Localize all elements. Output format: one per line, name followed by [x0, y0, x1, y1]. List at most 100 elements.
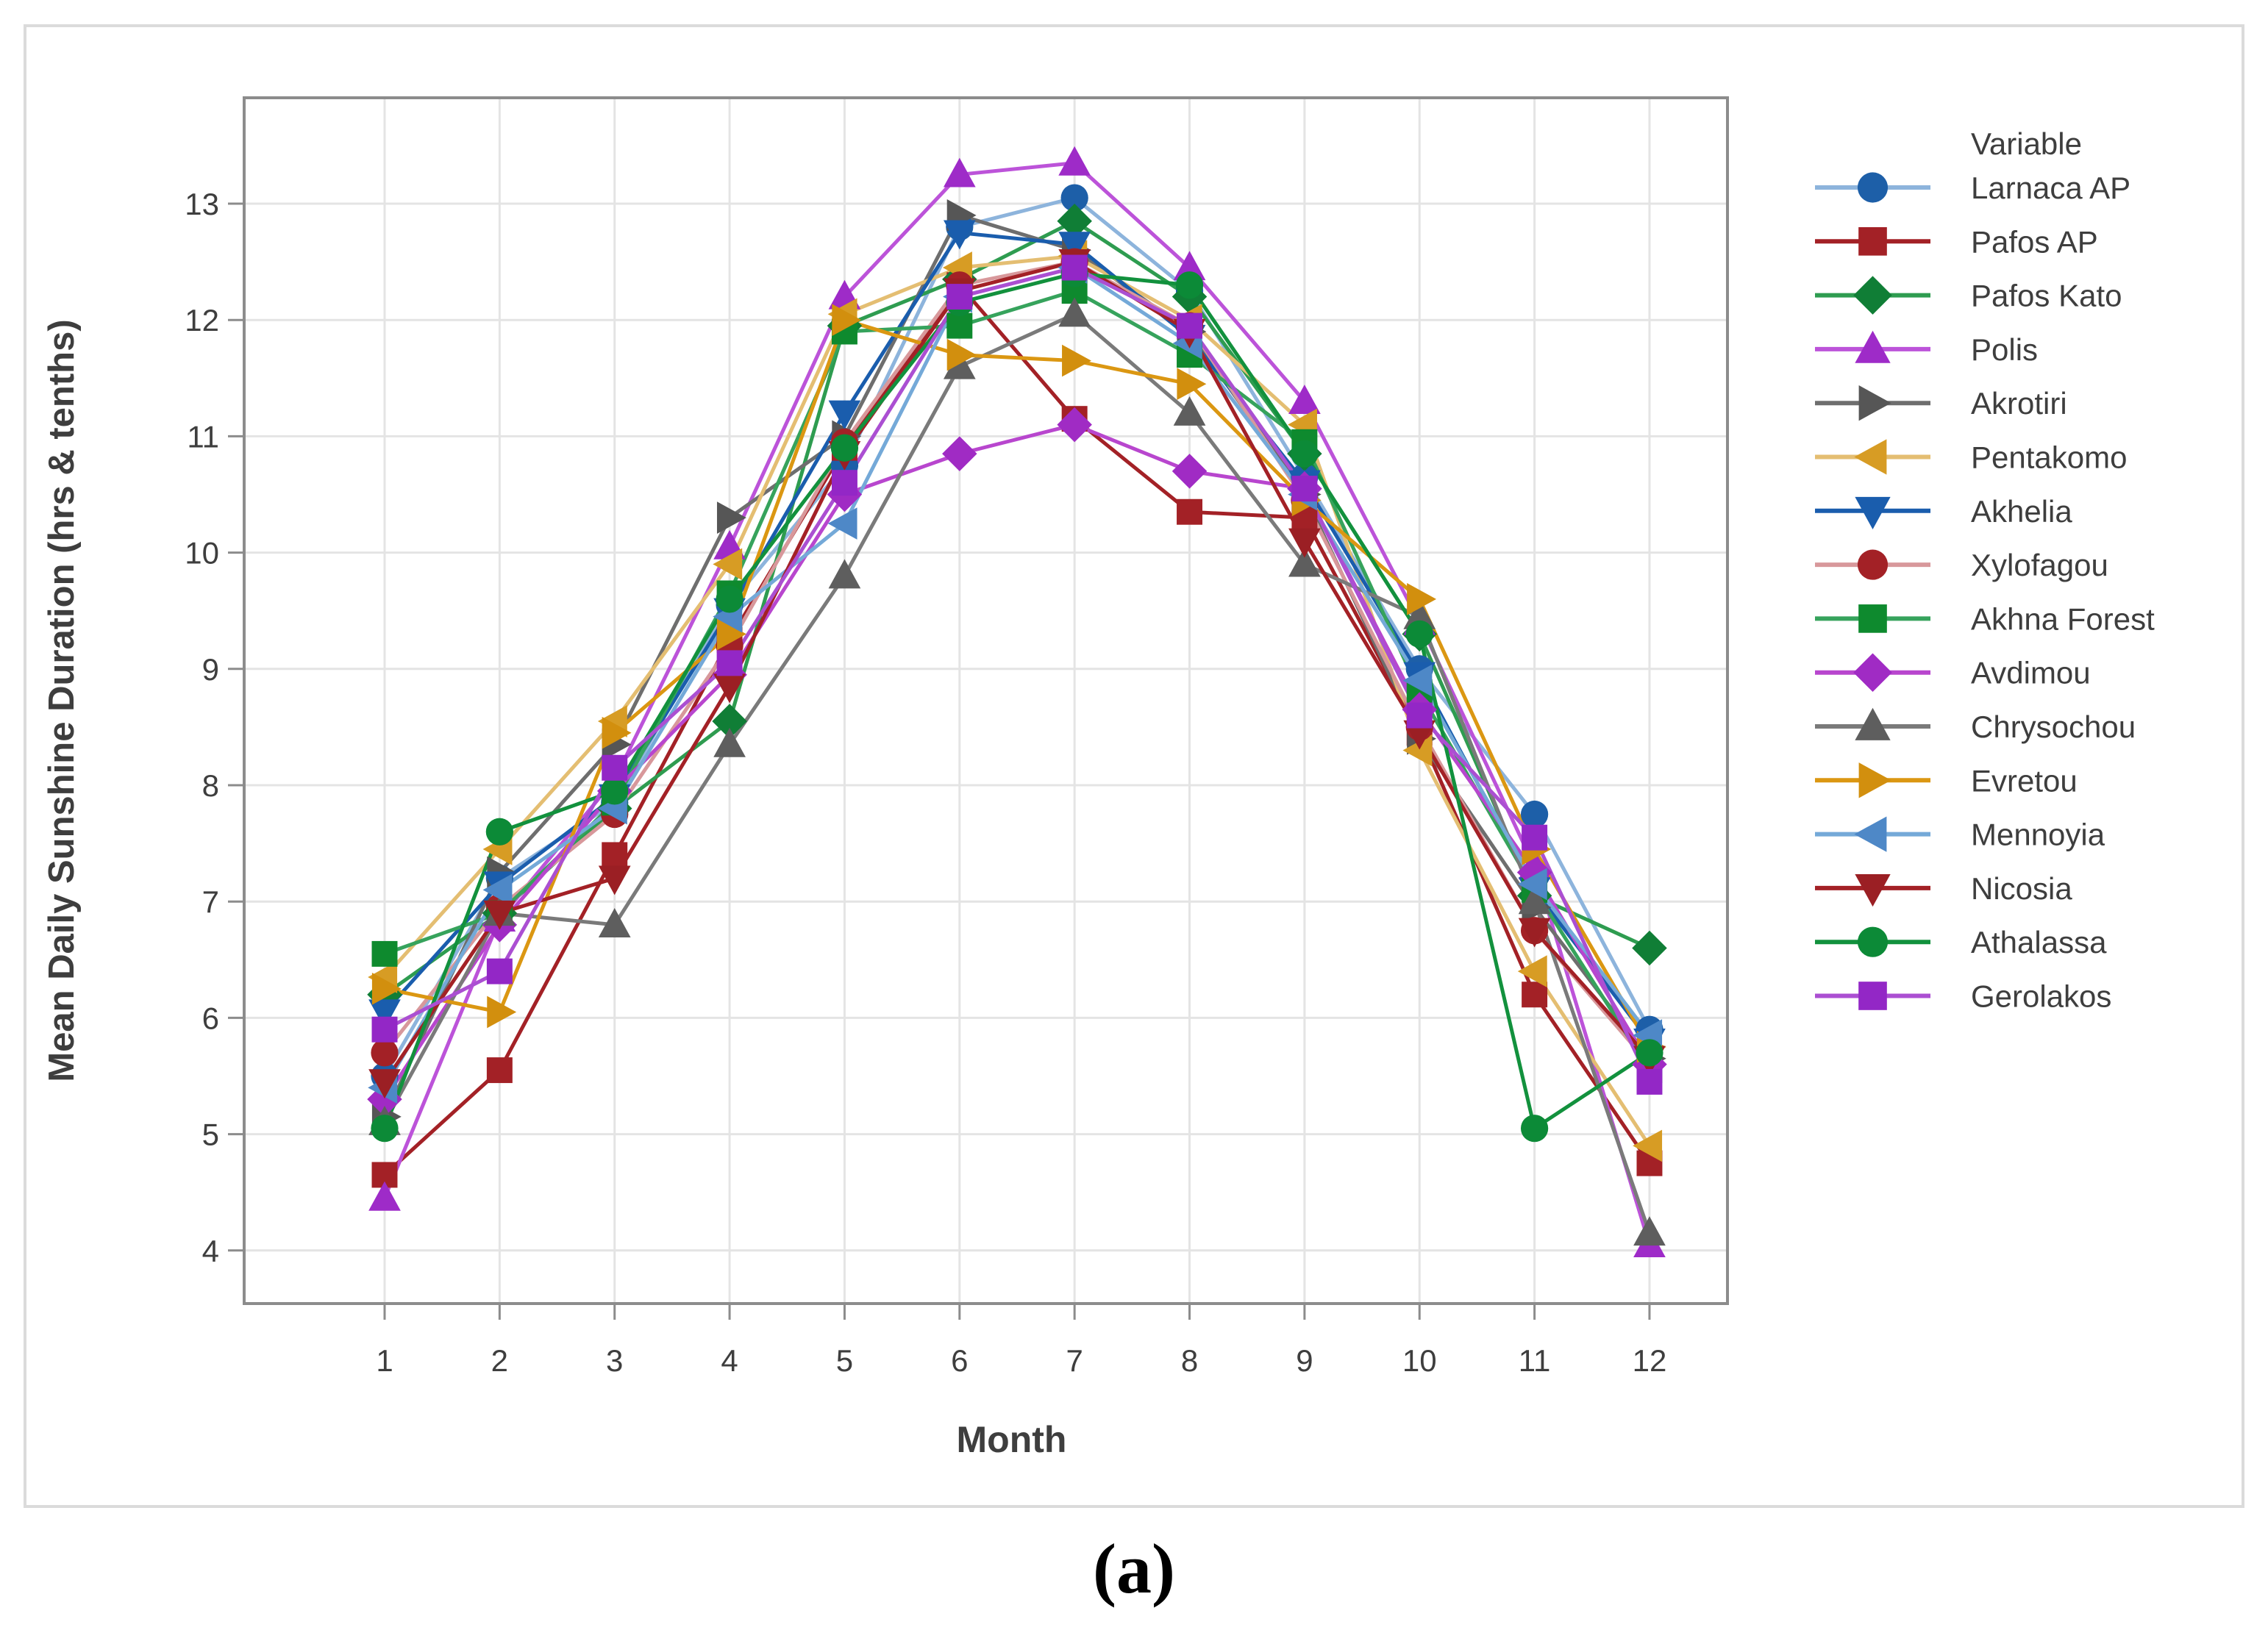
- data-point-gerolakos: [1636, 1068, 1663, 1095]
- data-point-polis: [1173, 251, 1206, 281]
- legend-label-evretou: Evretou: [1971, 763, 2078, 798]
- data-point-evretou: [1407, 583, 1437, 615]
- series-line-pafos-ap: [383, 283, 1652, 1176]
- legend-label-gerolakos: Gerolakos: [1971, 979, 2111, 1014]
- data-point-nicosia: [1288, 528, 1321, 558]
- triangle-left-icon: [1854, 439, 1887, 475]
- data-point-pentakomo: [1517, 955, 1547, 987]
- triangle-up-icon: [1855, 330, 1891, 363]
- y-tick-label: 6: [202, 1001, 219, 1035]
- data-point-pafos-kato: [712, 704, 747, 739]
- data-point-gerolakos: [716, 650, 743, 676]
- data-point-chrysochou: [1403, 599, 1436, 629]
- y-tick-label: 11: [187, 419, 219, 454]
- series-line-mennoyia: [382, 265, 1651, 1089]
- data-point-pafos-kato: [1057, 203, 1092, 239]
- data-point-mennoyia: [1402, 664, 1433, 697]
- circle-icon: [1857, 926, 1889, 957]
- data-point-akhna-forest: [371, 940, 398, 967]
- data-point-polis: [1288, 385, 1321, 415]
- data-point-pafos-ap: [602, 842, 628, 868]
- series-line-nicosia: [382, 260, 1651, 1083]
- data-point-akhelia: [1058, 232, 1091, 262]
- triangle-left-icon: [1854, 816, 1887, 852]
- data-point-avdimou: [942, 436, 977, 471]
- legend-label-akhna-forest: Akhna Forest: [1971, 601, 2155, 636]
- data-point-nicosia: [598, 865, 631, 896]
- x-axis-title: Month: [957, 1419, 1067, 1460]
- data-point-evretou: [487, 995, 517, 1029]
- y-tick-label: 7: [202, 884, 219, 919]
- y-axis-title: Mean Daily Sunshine Duration (hrs & tent…: [42, 319, 82, 1082]
- data-point-chrysochou: [1058, 297, 1091, 327]
- data-point-pentakomo: [713, 548, 743, 581]
- series-line-polis: [382, 161, 1652, 1245]
- data-point-pentakomo: [1402, 734, 1433, 767]
- data-point-akrotiri: [716, 501, 746, 534]
- data-point-larnaca-ap: [1060, 184, 1088, 212]
- x-tick-label: 6: [951, 1343, 968, 1378]
- data-point-chrysochou: [1633, 1216, 1666, 1246]
- legend-label-akrotiri: Akrotiri: [1971, 386, 2067, 421]
- data-point-evretou: [716, 618, 746, 651]
- x-tick-label: 11: [1519, 1343, 1551, 1378]
- data-point-evretou: [832, 304, 862, 337]
- circle-icon: [1857, 549, 1889, 580]
- square-icon: [1858, 604, 1887, 633]
- data-point-akhna-forest: [946, 312, 973, 339]
- legend-label-pentakomo: Pentakomo: [1971, 440, 2127, 475]
- legend-label-pafos-kato: Pafos Kato: [1971, 279, 2122, 313]
- y-tick-label: 13: [185, 187, 219, 221]
- data-point-athalassa: [1405, 620, 1433, 648]
- data-point-akhelia: [828, 400, 861, 430]
- data-point-nicosia: [368, 1069, 401, 1099]
- data-point-athalassa: [485, 818, 513, 846]
- series-line-athalassa: [382, 271, 1651, 1131]
- series-line-xylofagou: [383, 260, 1651, 1066]
- data-point-mennoyia: [482, 873, 513, 907]
- series-line-chrysochou: [382, 312, 1652, 1234]
- y-tick-label: 9: [202, 652, 219, 687]
- data-point-pafos-ap: [1522, 982, 1548, 1008]
- diamond-icon: [1853, 653, 1892, 692]
- triangle-right-icon: [1858, 385, 1891, 421]
- data-point-pentakomo: [1633, 1129, 1663, 1162]
- data-point-mennoyia: [827, 507, 857, 540]
- y-tick-label: 12: [185, 303, 219, 337]
- x-tick-label: 2: [491, 1343, 508, 1378]
- data-point-gerolakos: [946, 284, 973, 310]
- data-point-athalassa: [601, 777, 629, 805]
- figure-caption: (a): [1093, 1529, 1175, 1608]
- data-point-gerolakos: [1291, 476, 1318, 502]
- data-point-polis: [943, 157, 976, 187]
- y-tick-label: 5: [202, 1118, 219, 1152]
- data-point-chrysochou: [598, 908, 631, 937]
- diamond-icon: [1853, 276, 1892, 315]
- data-point-mennoyia: [1517, 868, 1547, 901]
- data-point-polis: [368, 1181, 401, 1211]
- data-point-gerolakos: [602, 754, 628, 781]
- data-point-chrysochou: [1518, 884, 1551, 915]
- data-point-chrysochou: [828, 559, 861, 589]
- x-tick-label: 7: [1066, 1343, 1083, 1378]
- x-tick-label: 3: [606, 1343, 623, 1378]
- series-line-larnaca-ap: [382, 196, 1652, 1077]
- legend-label-akhelia: Akhelia: [1971, 494, 2072, 529]
- legend-label-larnaca-ap: Larnaca AP: [1971, 171, 2130, 205]
- y-tick-label: 10: [185, 536, 219, 571]
- x-tick-label: 10: [1402, 1343, 1437, 1378]
- triangle-down-icon: [1855, 496, 1891, 529]
- series-line-gerolakos: [383, 265, 1652, 1083]
- data-point-chrysochou: [943, 349, 976, 379]
- legend-label-xylofagou: Xylofagou: [1971, 548, 2108, 582]
- data-point-evretou: [1062, 344, 1091, 377]
- data-point-pafos-kato: [1632, 930, 1667, 966]
- square-icon: [1858, 226, 1887, 256]
- circle-icon: [1857, 172, 1889, 203]
- x-tick-label: 5: [836, 1343, 853, 1378]
- triangle-down-icon: [1855, 874, 1891, 907]
- x-tick-label: 4: [721, 1343, 738, 1378]
- data-point-avdimou: [1172, 454, 1208, 489]
